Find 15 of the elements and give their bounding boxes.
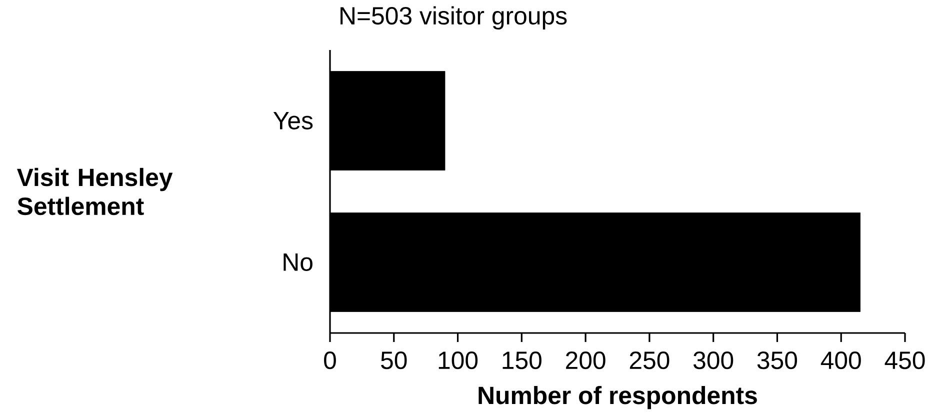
y-tick-label: Yes [273, 112, 313, 130]
x-tick-label: 0 [324, 352, 336, 370]
x-tick-label: 100 [438, 352, 478, 370]
x-tick-label: 250 [630, 352, 670, 370]
y-tick-label: No [284, 254, 312, 271]
x-axis-title: Number of respondents [478, 386, 757, 410]
chart-title: N=503 visitor groups [340, 6, 567, 30]
x-tick-label: 400 [820, 352, 861, 370]
x-tick-label: 450 [884, 352, 925, 370]
x-tick-label: 300 [694, 352, 734, 370]
x-tick-label: 150 [502, 352, 542, 370]
x-tick-label: 50 [381, 352, 407, 370]
y-axis-title: Visit Hensley Settlement [16, 168, 173, 216]
x-tick-label: 200 [566, 352, 606, 370]
x-tick-label: 350 [757, 352, 798, 370]
